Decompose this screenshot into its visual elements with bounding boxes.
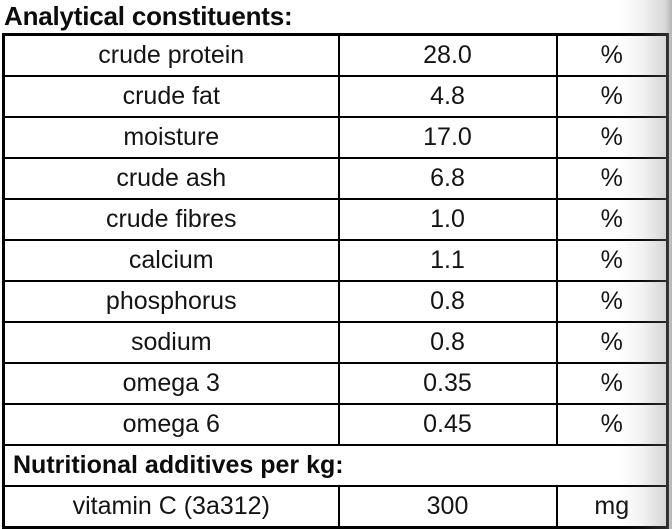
constituent-value-cell: 0.8: [337, 280, 558, 323]
constituent-value-cell: 0.45: [337, 403, 558, 446]
constituent-name-cell: sodium: [2, 321, 340, 364]
constituent-name-cell: omega 6: [2, 403, 340, 446]
table-row: moisture 17.0 %: [2, 116, 669, 159]
constituent-name-cell: crude protein: [2, 33, 340, 77]
table-row: crude protein 28.0 %: [2, 33, 669, 77]
constituent-unit-cell: %: [555, 33, 669, 77]
table-row: sodium 0.8 %: [2, 321, 669, 364]
constituent-name-cell: phosphorus: [2, 280, 340, 323]
constituent-value-cell: 28.0: [337, 33, 558, 77]
constituent-value-cell: 17.0: [337, 116, 558, 159]
constituent-unit-cell: %: [555, 321, 669, 364]
table-row: vitamin C (3a312) 300 mg: [2, 485, 669, 529]
constituent-unit-cell: %: [555, 403, 669, 446]
additive-unit-cell: mg: [555, 485, 669, 529]
constituent-unit-cell: %: [555, 239, 669, 282]
additive-name-cell: vitamin C (3a312): [2, 485, 340, 529]
constituent-name-cell: omega 3: [2, 362, 340, 405]
table-row: crude fat 4.8 %: [2, 75, 669, 118]
table-row: crude ash 6.8 %: [2, 157, 669, 200]
constituent-unit-cell: %: [555, 280, 669, 323]
constituent-value-cell: 1.1: [337, 239, 558, 282]
constituent-name-cell: crude fibres: [2, 198, 340, 241]
constituent-name-cell: crude ash: [2, 157, 340, 200]
constituent-unit-cell: %: [555, 116, 669, 159]
constituent-value-cell: 1.0: [337, 198, 558, 241]
table-row: crude fibres 1.0 %: [2, 198, 669, 241]
constituent-value-cell: 0.8: [337, 321, 558, 364]
additive-value-cell: 300: [337, 485, 558, 529]
constituent-unit-cell: %: [555, 75, 669, 118]
constituent-value-cell: 0.35: [337, 362, 558, 405]
constituent-unit-cell: %: [555, 362, 669, 405]
constituent-name-cell: moisture: [2, 116, 340, 159]
constituent-value-cell: 6.8: [337, 157, 558, 200]
table-row: phosphorus 0.8 %: [2, 280, 669, 323]
constituent-name-cell: crude fat: [2, 75, 340, 118]
table-row: omega 3 0.35 %: [2, 362, 669, 405]
table-row: calcium 1.1 %: [2, 239, 669, 282]
section-header-row: Nutritional additives per kg:: [2, 444, 669, 487]
constituent-unit-cell: %: [555, 157, 669, 200]
constituent-unit-cell: %: [555, 198, 669, 241]
analytical-constituents-table: crude protein 28.0 % crude fat 4.8 % moi…: [2, 33, 669, 529]
constituent-name-cell: calcium: [2, 239, 340, 282]
page-title: Analytical constituents:: [4, 1, 293, 31]
table-row: omega 6 0.45 %: [2, 403, 669, 446]
section-header: Nutritional additives per kg:: [2, 444, 669, 487]
constituent-value-cell: 4.8: [337, 75, 558, 118]
